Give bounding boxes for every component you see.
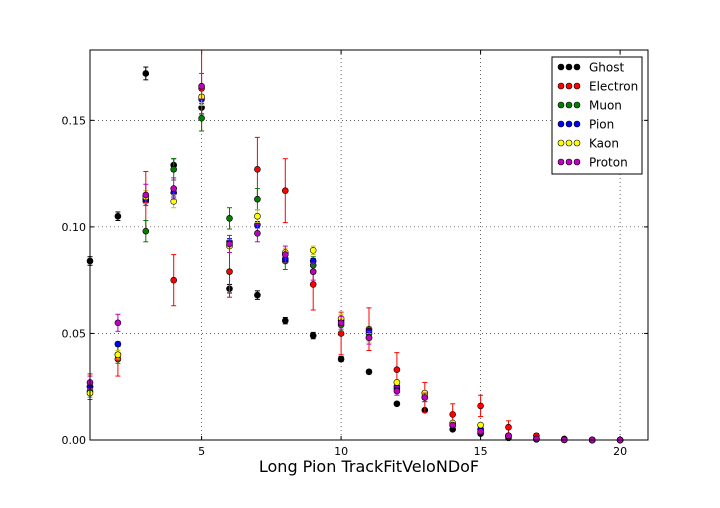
data-point xyxy=(449,421,457,429)
ticks-layer: 5 10 15 20 0.00 0.05 0.10 0.15 xyxy=(62,50,648,458)
data-point xyxy=(365,368,373,376)
series-kaon xyxy=(86,87,624,444)
data-point xyxy=(198,114,205,122)
data-point xyxy=(393,400,401,408)
series-layer xyxy=(86,49,624,444)
data-point xyxy=(281,251,289,258)
data-point xyxy=(198,82,205,90)
x-tick-label: 15 xyxy=(474,445,488,458)
legend-marker xyxy=(565,63,573,71)
legend-entry-kaon: Kaon xyxy=(557,137,619,151)
data-point xyxy=(477,421,484,429)
x-tick-label: 10 xyxy=(334,445,348,458)
x-axis-label: Long Pion TrackFitVeloNDoF xyxy=(259,457,479,476)
legend-marker xyxy=(565,139,573,147)
legend-label: Muon xyxy=(589,99,622,113)
series-proton xyxy=(86,72,624,444)
data-point xyxy=(114,212,122,220)
legend-marker xyxy=(557,101,565,109)
data-point xyxy=(309,332,317,339)
data-point xyxy=(505,423,512,431)
series-pion xyxy=(86,94,624,444)
legend-entry-electron: Electron xyxy=(557,80,638,94)
legend-label: Ghost xyxy=(589,61,624,75)
y-tick-label: 0.10 xyxy=(62,221,87,234)
legend-box xyxy=(551,56,643,175)
legend-marker xyxy=(573,101,581,109)
series-ghost xyxy=(86,66,624,444)
legend: Ghost Electron Muon Pion Kaon Proton xyxy=(551,56,643,175)
legend-marker xyxy=(573,139,581,147)
data-point xyxy=(281,317,289,324)
data-point xyxy=(393,379,401,386)
data-point xyxy=(393,387,401,395)
data-point xyxy=(142,227,150,235)
data-point xyxy=(449,411,457,418)
y-tick-label: 0.15 xyxy=(62,114,87,127)
y-tick-label: 0.00 xyxy=(62,434,87,447)
y-tick-label: 0.05 xyxy=(62,327,87,340)
data-point xyxy=(114,319,122,327)
series-muon xyxy=(86,104,624,444)
data-point xyxy=(254,291,261,299)
legend-entry-proton: Proton xyxy=(557,156,628,170)
legend-marker xyxy=(557,139,565,147)
legend-label: Pion xyxy=(589,118,614,132)
data-point xyxy=(226,215,233,222)
x-tick-label: 20 xyxy=(613,445,627,458)
data-point xyxy=(477,428,484,435)
legend-label: Proton xyxy=(589,156,628,170)
plot-frame xyxy=(89,49,649,441)
legend-label: Kaon xyxy=(589,137,619,151)
legend-marker xyxy=(573,120,581,128)
data-point xyxy=(142,70,150,77)
data-point xyxy=(170,276,177,284)
data-point xyxy=(114,351,122,359)
data-point xyxy=(337,355,345,363)
legend-marker xyxy=(557,158,565,166)
data-point xyxy=(142,191,150,199)
data-point xyxy=(281,187,289,194)
data-point xyxy=(309,247,317,254)
data-point xyxy=(505,432,512,440)
legend-label: Electron xyxy=(589,80,638,94)
data-point xyxy=(170,185,177,192)
data-point xyxy=(254,195,261,203)
data-point xyxy=(254,212,261,220)
data-point xyxy=(309,281,317,288)
data-point xyxy=(114,340,122,348)
series-electron xyxy=(86,49,624,444)
data-point xyxy=(337,319,345,327)
legend-marker xyxy=(573,63,581,71)
data-point xyxy=(170,166,177,173)
legend-entry-ghost: Ghost xyxy=(557,61,624,75)
legend-marker xyxy=(573,158,581,166)
data-point xyxy=(226,240,233,248)
x-tick-label: 5 xyxy=(198,445,205,458)
legend-entry-pion: Pion xyxy=(557,118,614,132)
data-point xyxy=(365,334,373,342)
legend-marker xyxy=(565,120,573,128)
data-point xyxy=(309,268,317,275)
data-point xyxy=(421,394,429,401)
legend-marker xyxy=(557,82,565,90)
data-point xyxy=(254,229,261,237)
legend-marker xyxy=(573,82,581,90)
data-point xyxy=(254,166,261,173)
data-point xyxy=(533,435,540,443)
legend-entry-muon: Muon xyxy=(557,99,622,113)
legend-marker xyxy=(565,82,573,90)
data-point xyxy=(477,402,484,410)
legend-marker xyxy=(557,120,565,128)
data-point xyxy=(393,366,401,373)
data-point xyxy=(226,268,233,275)
legend-marker xyxy=(557,63,565,71)
legend-marker xyxy=(565,101,573,109)
legend-marker xyxy=(565,158,573,166)
